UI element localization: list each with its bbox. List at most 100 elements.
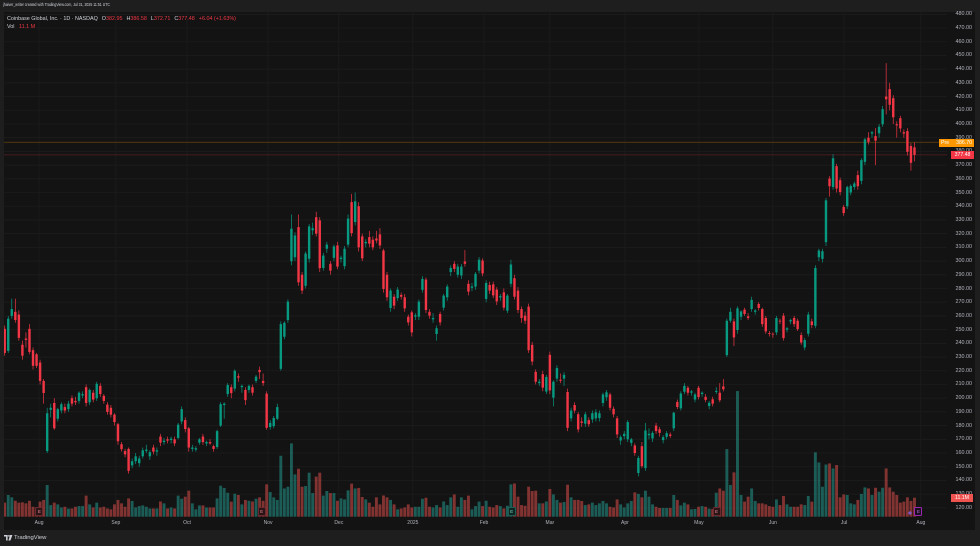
candle [785, 326, 789, 333]
volume-bar [622, 507, 626, 517]
volume-bar [77, 506, 81, 517]
volume-bar [13, 500, 17, 517]
candle [676, 399, 679, 410]
price-volume-canvas[interactable] [4, 12, 947, 517]
candle [892, 95, 895, 124]
price-tick-label: 370.00 [955, 162, 973, 169]
volume-bar [792, 506, 796, 517]
candle [584, 411, 587, 427]
candle [417, 299, 421, 321]
price-tick-label: 320.00 [955, 230, 973, 237]
volume-bar [413, 506, 417, 517]
candle [789, 318, 792, 325]
price-axis[interactable]: 480.00 470.00 460.00 450.00 440.00 430.00 420.… [947, 11, 975, 517]
candle [191, 444, 194, 452]
volume-bar [332, 493, 336, 517]
candle [566, 388, 569, 432]
candle [640, 442, 644, 469]
candle [690, 389, 693, 396]
volume-bar [675, 499, 679, 517]
volume-bar [516, 496, 520, 517]
candle [99, 383, 102, 397]
volume-bar [505, 505, 509, 517]
candle [95, 381, 98, 401]
volume-bar [42, 499, 46, 517]
volume-indicator-label[interactable]: Vol [7, 24, 15, 30]
volume-bar [484, 500, 488, 517]
volume-bar [583, 505, 587, 517]
candle [792, 315, 796, 327]
volume-bar [520, 505, 523, 517]
candle [870, 130, 874, 138]
candle [530, 341, 534, 366]
volume-bar [300, 486, 304, 517]
volume-axis-label: 11.1M [951, 494, 973, 502]
chart-pane[interactable] [4, 12, 947, 517]
candle [431, 313, 435, 323]
candle [336, 241, 339, 270]
candle [594, 409, 598, 422]
candle [902, 129, 906, 138]
candle [630, 437, 633, 447]
volume-bar [902, 501, 906, 517]
volume-bar [357, 487, 361, 517]
volume-bar [389, 499, 393, 517]
volume-bar [590, 502, 594, 517]
volume-bar [28, 500, 31, 517]
symbol-title[interactable]: Coinbase Global, Inc. · 1D · NASDAQ [7, 16, 98, 22]
volume-bar [286, 486, 290, 517]
time-axis[interactable]: Aug Sep Oct Nov Dec 2025 Feb Mar Apr May Jun Jul Aug [4, 517, 975, 530]
premarket-price: 386.70 [956, 140, 972, 146]
candle [240, 384, 244, 393]
earnings-marker-icon[interactable]: E [712, 507, 721, 516]
candle [244, 387, 247, 406]
candle [106, 402, 109, 415]
volume-bar [162, 503, 166, 517]
candle [375, 230, 378, 244]
volume-bar [849, 503, 853, 517]
volume-bar [838, 497, 842, 517]
volume-bar [845, 494, 849, 517]
volume-bar [707, 508, 711, 517]
volume-bar [59, 507, 63, 517]
volume-bar [743, 501, 747, 517]
volume-bar [84, 495, 88, 517]
volume-bar [406, 504, 410, 517]
candle [481, 258, 484, 277]
candle [658, 426, 661, 437]
candle [138, 455, 141, 467]
volume-bar [445, 505, 449, 517]
volume-bar [141, 505, 145, 517]
volume-bar [190, 503, 194, 517]
volume-bar [513, 483, 516, 517]
candle [828, 176, 831, 197]
candle [853, 181, 856, 190]
price-tick-label: 120.00 [955, 504, 973, 511]
candle [647, 428, 651, 440]
candle [750, 296, 753, 312]
earnings-marker-icon[interactable]: E [914, 507, 923, 516]
volume-bar [619, 504, 623, 517]
volume-bar [750, 488, 754, 517]
candle [237, 373, 240, 382]
volume-bar [817, 462, 821, 517]
candle [261, 373, 265, 386]
earnings-marker-icon[interactable]: E [507, 507, 516, 516]
candle [304, 251, 307, 289]
volume-bar [268, 492, 272, 517]
price-tick-label: 180.00 [955, 422, 973, 429]
volume-bar [336, 500, 339, 517]
earnings-marker-icon[interactable]: E [35, 507, 44, 516]
premarket-price-label: Pre 386.70 [939, 139, 974, 147]
volume-bar [201, 505, 205, 517]
volume-bar [665, 507, 669, 517]
volume-bar [831, 468, 835, 517]
volume-bar [803, 505, 807, 517]
volume-bar [442, 501, 446, 517]
volume-bar [576, 499, 580, 517]
volume-bar [877, 491, 881, 517]
volume-bar [297, 468, 300, 517]
volume-bar [721, 490, 725, 517]
earnings-marker-icon[interactable]: E [257, 507, 266, 516]
close-label: C [174, 16, 179, 22]
